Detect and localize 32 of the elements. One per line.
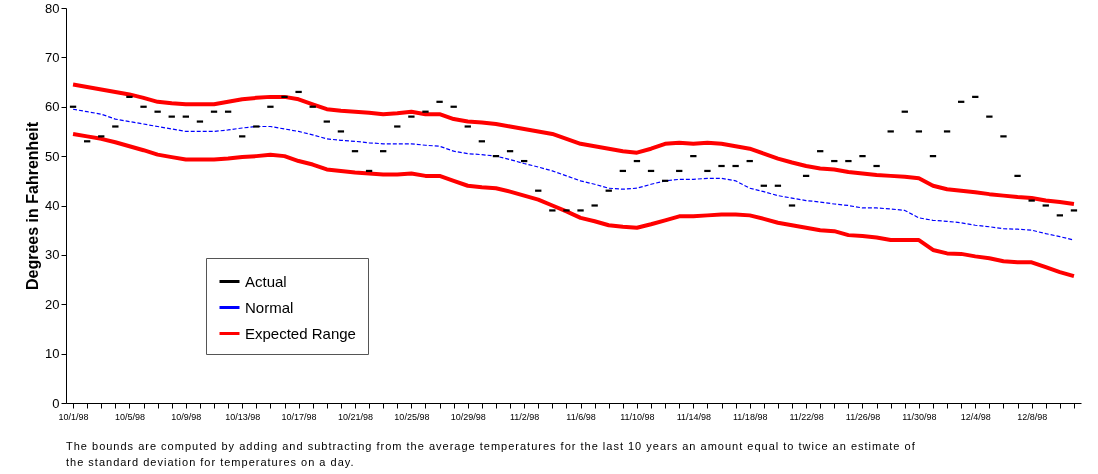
y-tick-label: 60	[45, 99, 60, 115]
text: The bounds are computed by adding and subtracting from the average temperatures for the last 10 years an amount equal to twice an estimate of the standard deviation for temperatures on a day.	[66, 439, 917, 470]
x-tick-label: 11/2/98	[509, 411, 540, 422]
x-tick-label: 10/17/98	[281, 411, 317, 422]
y-tick-label: 30	[45, 247, 60, 263]
x-tick-label: 11/6/98	[566, 411, 596, 422]
x-tick-label: 11/30/98	[902, 411, 937, 422]
x-tick-label: 12/8/98	[1017, 411, 1048, 422]
y-tick-label: 70	[45, 49, 60, 65]
x-tick-label: 10/13/98	[225, 411, 261, 422]
y-tick-label: 10	[45, 346, 60, 362]
y-tick-label: 20	[45, 296, 60, 312]
y-tick-label: 40	[45, 198, 60, 213]
x-tick-label: 10/5/98	[114, 411, 145, 422]
y-tick-label: 0	[52, 395, 60, 411]
y-tick-label: 80	[45, 0, 60, 16]
x-tick-label: 10/21/98	[337, 411, 374, 422]
legend-label: Normal	[245, 298, 294, 316]
y-tick-label: 50	[45, 148, 60, 164]
x-tick-label: 11/10/98	[620, 411, 655, 422]
x-tick-label: 10/25/98	[394, 411, 430, 422]
x-tick-label: 10/9/98	[171, 411, 202, 422]
x-tick-label: 11/26/98	[845, 411, 881, 422]
x-tick-label: 11/22/98	[789, 411, 824, 422]
x-tick-label: 10/1/98	[58, 411, 89, 422]
y-axis-title: Degrees in Fahrenheit	[24, 121, 42, 291]
x-tick-label: 12/4/98	[960, 411, 991, 422]
x-tick-label: 10/29/98	[450, 411, 486, 422]
x-tick-label: 11/18/98	[733, 411, 768, 422]
legend-label: Actual	[245, 272, 287, 290]
legend-label: Expected Range	[245, 324, 356, 342]
x-tick-label: 11/14/98	[676, 411, 712, 422]
